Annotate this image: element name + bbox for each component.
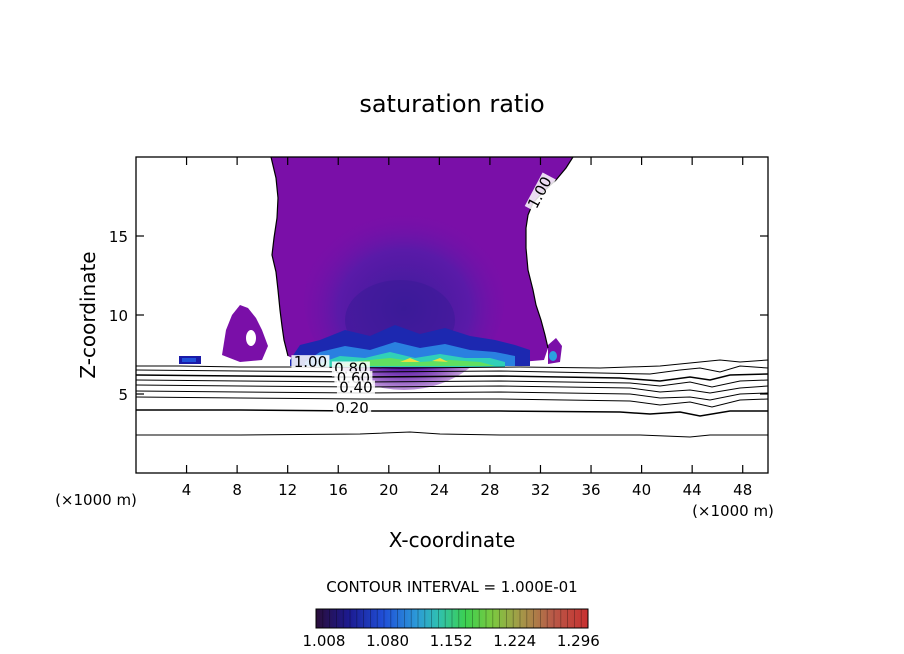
x-unit-left: (×1000 m) <box>55 491 137 509</box>
x-tick-label: 8 <box>232 481 242 499</box>
colorbar-tick-label: 1.296 <box>557 632 600 650</box>
x-tick-label: 28 <box>480 481 499 499</box>
contour-label-bg <box>291 355 330 371</box>
x-tick-label: 48 <box>733 481 752 499</box>
x-tick-label: 20 <box>379 481 398 499</box>
x-tick-label: 12 <box>278 481 297 499</box>
left-cloud <box>222 305 268 362</box>
x-axis-label: X-coordinate <box>389 528 516 552</box>
x-tick-label: 32 <box>531 481 550 499</box>
colorbar-labels: 1.008 1.080 1.152 1.224 1.296 <box>303 632 600 650</box>
contour-label-bg <box>333 400 372 416</box>
contour-label-bg <box>524 172 556 214</box>
y-axis: 5 10 15 <box>109 228 768 404</box>
contour-label: 0.20 <box>335 399 368 417</box>
colorbar-tick-label: 1.008 <box>303 632 346 650</box>
colorbar-tick-label: 1.080 <box>366 632 409 650</box>
x-tick-label: 40 <box>632 481 651 499</box>
colorbar <box>315 608 589 629</box>
y-axis-label: Z-coordinate <box>76 251 100 378</box>
x-tick-label: 36 <box>581 481 600 499</box>
y-tick-label: 5 <box>118 386 128 404</box>
colorbar-tick-label: 1.152 <box>430 632 473 650</box>
contour-interval-note: CONTOUR INTERVAL = 1.000E-01 <box>326 578 577 596</box>
x-axis: 4 8 12 16 20 24 28 32 36 40 44 48 <box>182 157 752 499</box>
plot-area <box>136 157 768 438</box>
colorbar-tick-label: 1.224 <box>493 632 536 650</box>
contour-lines <box>136 359 768 438</box>
x-unit-right: (×1000 m) <box>692 502 774 520</box>
y-tick-label: 10 <box>109 307 128 325</box>
contour-label: 1.00 <box>294 353 327 371</box>
x-tick-label: 16 <box>329 481 348 499</box>
x-tick-label: 24 <box>430 481 449 499</box>
x-tick-label: 44 <box>683 481 702 499</box>
contour-label: 0.40 <box>339 378 372 396</box>
chart-title: saturation ratio <box>359 90 544 118</box>
contour-label-bg <box>336 380 375 396</box>
y-tick-label: 15 <box>109 228 128 246</box>
x-tick-label: 4 <box>182 481 192 499</box>
